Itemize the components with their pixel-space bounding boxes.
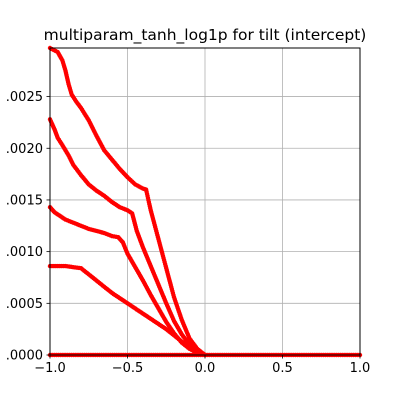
data-series bbox=[47, 45, 363, 358]
series-4 bbox=[47, 263, 208, 358]
series-1 bbox=[47, 45, 208, 358]
series-5 bbox=[47, 352, 363, 358]
x-tick-label: 0.0 bbox=[195, 361, 216, 376]
x-axis-ticks: −1.0 −0.5 0.0 0.5 1.0 bbox=[34, 355, 370, 376]
grid-lines bbox=[49, 48, 361, 356]
y-tick-label: .0015 bbox=[6, 193, 43, 208]
y-axis-ticks: .0000 .0005 .0010 .0015 .0020 .0025 bbox=[6, 90, 50, 364]
chart-title: multiparam_tanh_log1p for tilt (intercep… bbox=[44, 26, 367, 45]
y-tick-label: .0005 bbox=[6, 297, 43, 312]
x-tick-label: 1.0 bbox=[350, 361, 371, 376]
y-tick-label: .0010 bbox=[6, 245, 43, 260]
y-tick-label: .0000 bbox=[6, 349, 43, 364]
x-tick-label: 0.5 bbox=[272, 361, 293, 376]
x-tick-label: −0.5 bbox=[112, 361, 144, 376]
y-tick-label: .0020 bbox=[6, 142, 43, 157]
series-2 bbox=[47, 117, 208, 358]
y-tick-label: .0025 bbox=[6, 90, 43, 105]
x-tick-label: −1.0 bbox=[34, 361, 66, 376]
